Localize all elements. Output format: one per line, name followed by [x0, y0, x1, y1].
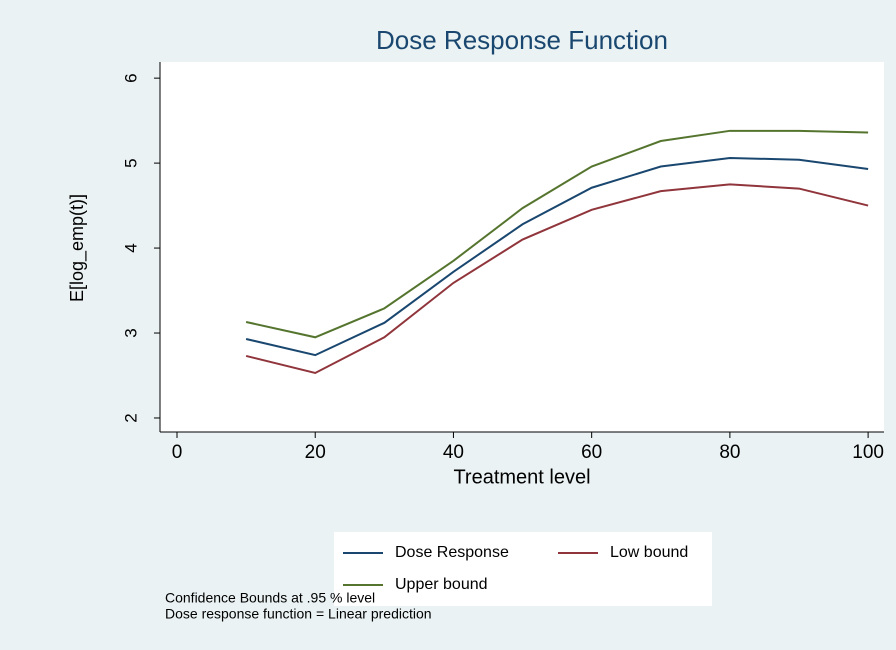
- y-tick-label: 3: [121, 328, 140, 337]
- x-tick-label: 80: [719, 442, 740, 463]
- legend-label: Upper bound: [395, 576, 488, 593]
- plot-area: [160, 62, 884, 432]
- y-axis-title: E[log_emp(t)]: [67, 194, 88, 302]
- x-tick-label: 100: [852, 442, 884, 463]
- x-tick-label: 20: [305, 442, 326, 463]
- x-tick-label: 0: [172, 442, 183, 463]
- y-tick-label: 2: [121, 413, 140, 422]
- y-tick-label: 6: [121, 73, 140, 82]
- line: [245, 157, 869, 357]
- y-tick-label: 5: [121, 158, 140, 167]
- y-tick-label: 4: [121, 243, 140, 252]
- x-tick-label: 40: [443, 442, 464, 463]
- note: Dose response function = Linear predicti…: [165, 606, 432, 622]
- x-tick-label: 60: [581, 442, 602, 463]
- x-axis-title: Treatment level: [453, 466, 590, 488]
- chart-title: Dose Response Function: [376, 25, 668, 55]
- line: [245, 129, 869, 339]
- line: [245, 183, 869, 375]
- legend-label: Low bound: [610, 544, 688, 561]
- note: Confidence Bounds at .95 % level: [165, 590, 375, 606]
- legend: [334, 532, 712, 606]
- legend-label: Dose Response: [395, 544, 509, 561]
